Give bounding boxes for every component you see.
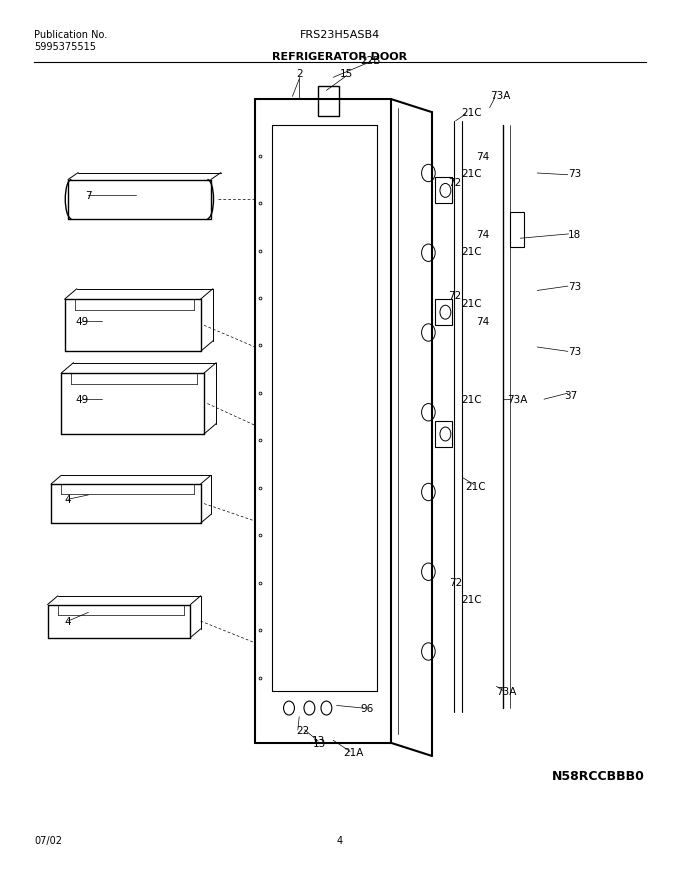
Text: 22B: 22B [360, 56, 381, 66]
Text: 73: 73 [568, 282, 581, 292]
Bar [510, 213, 524, 248]
Text: FRS23H5ASB4: FRS23H5ASB4 [300, 30, 380, 40]
Text: 18: 18 [568, 229, 581, 240]
Text: 4: 4 [65, 616, 71, 627]
Text: 74: 74 [476, 316, 490, 327]
Text: 4: 4 [65, 494, 71, 505]
Bar [435, 421, 452, 448]
Text: 74: 74 [476, 229, 490, 240]
Text: 21C: 21C [466, 481, 486, 492]
Text: 72: 72 [449, 577, 462, 587]
Text: 21C: 21C [461, 594, 481, 605]
Text: 73A: 73A [507, 395, 527, 405]
Text: 74: 74 [476, 151, 490, 162]
Text: 21C: 21C [461, 299, 481, 309]
Text: 37: 37 [564, 390, 578, 401]
Text: 22: 22 [296, 725, 309, 735]
Bar [435, 178, 452, 204]
Bar [318, 87, 339, 117]
Text: 13: 13 [311, 735, 325, 746]
Text: 21C: 21C [461, 247, 481, 257]
Text: 21C: 21C [461, 108, 481, 118]
Bar [68, 181, 211, 219]
Text: 07/02: 07/02 [34, 835, 62, 845]
Text: 49: 49 [75, 395, 88, 405]
Text: 49: 49 [75, 316, 88, 327]
Text: 72: 72 [447, 290, 461, 301]
Text: 73: 73 [568, 169, 581, 179]
Text: 73: 73 [568, 347, 581, 357]
Text: 5995375515: 5995375515 [34, 42, 96, 51]
Bar [435, 300, 452, 326]
Text: REFRIGERATOR DOOR: REFRIGERATOR DOOR [273, 52, 407, 62]
Text: 21C: 21C [461, 169, 481, 179]
Text: 2: 2 [296, 69, 303, 79]
Text: 72: 72 [447, 177, 461, 188]
Text: 13: 13 [313, 738, 326, 748]
Text: 7: 7 [85, 190, 92, 201]
Text: 21A: 21A [343, 746, 364, 757]
Text: 4: 4 [337, 835, 343, 845]
Text: 73A: 73A [496, 686, 517, 696]
Text: 96: 96 [360, 703, 374, 713]
Text: Publication No.: Publication No. [34, 30, 107, 40]
Text: 73A: 73A [490, 90, 510, 101]
Text: N58RCCBBB0: N58RCCBBB0 [552, 769, 645, 782]
Text: 15: 15 [340, 69, 354, 79]
Text: 21C: 21C [461, 395, 481, 405]
